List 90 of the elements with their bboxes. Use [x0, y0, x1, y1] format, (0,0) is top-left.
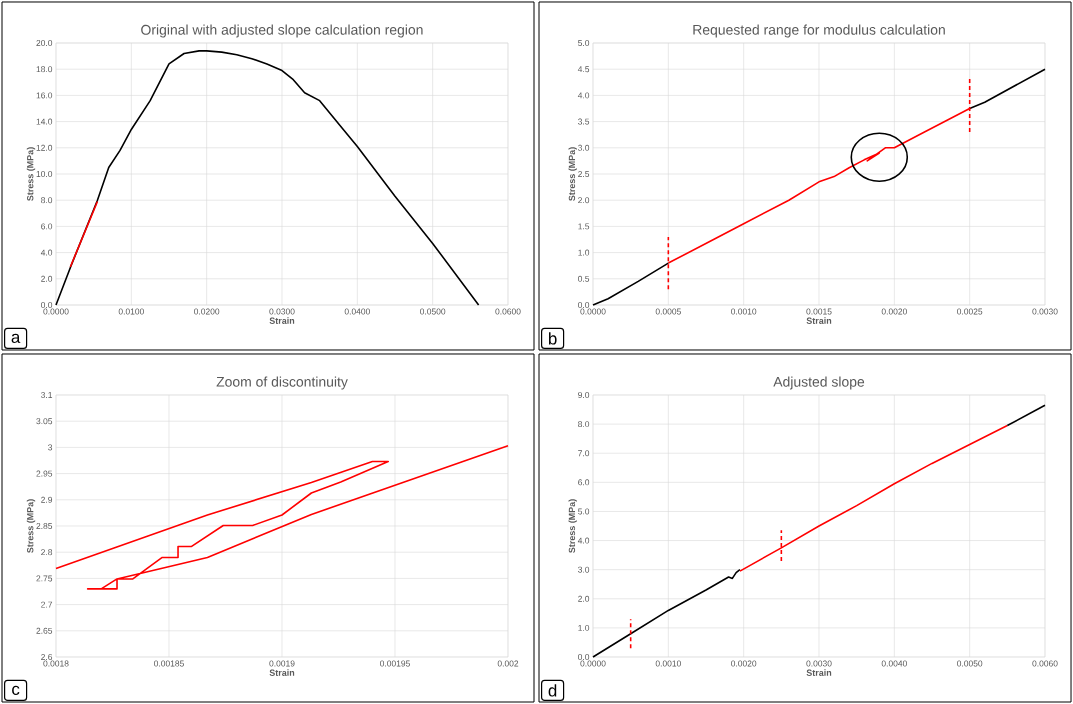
y-tick-label: 3.05 — [36, 418, 53, 425]
y-tick-label: 2.6 — [41, 654, 53, 660]
x-tick-label: 0.0400 — [344, 308, 370, 315]
x-tick-label: 0.0050 — [957, 660, 983, 667]
line-series — [592, 568, 741, 658]
y-tick-label: 2.85 — [36, 523, 53, 529]
x-tick-label: 0.0020 — [881, 308, 907, 315]
y-tick-label: 2.8 — [41, 549, 53, 556]
x-tick-label: 0.0300 — [269, 308, 295, 315]
y-tick-label: 2.75 — [36, 575, 53, 582]
x-tick-label: 0.0030 — [806, 660, 832, 667]
y-tick-label: 6.0 — [578, 479, 590, 486]
y-tick-label: 7.0 — [578, 450, 590, 457]
text: a — [11, 333, 21, 344]
y-tick-label: 0.0 — [41, 302, 53, 308]
y-axis-title: Stress (MPa) — [26, 147, 36, 201]
y-tick-label: 4.0 — [577, 92, 590, 99]
y-tick-label: 2.7 — [41, 601, 53, 608]
y-tick-label: 10.0 — [36, 171, 53, 177]
x-tick-label: 0.0019 — [269, 660, 295, 667]
y-tick-label: 3.1 — [41, 392, 53, 398]
y-tick-label: 2.5 — [578, 171, 590, 177]
y-tick-label: 3.0 — [578, 144, 590, 151]
x-tick-label: 0.0015 — [806, 308, 832, 315]
line-series — [55, 50, 480, 306]
y-tick-label: 1.5 — [578, 223, 590, 230]
y-tick-label: 20.0 — [36, 40, 53, 46]
x-tick-label: 0.0000 — [43, 308, 69, 315]
text: b — [548, 332, 557, 345]
y-tick-label: 8.0 — [41, 197, 53, 204]
x-tick-label: 0.002 — [497, 660, 519, 667]
chart-title: Original with adjusted slope calculation region — [141, 24, 423, 38]
y-tick-label: 2.95 — [36, 470, 53, 477]
x-axis-title: Strain — [806, 669, 832, 676]
chart-title: Requested range for modulus calculation — [693, 24, 945, 38]
y-tick-label: 1.0 — [578, 249, 590, 256]
line-series — [739, 424, 1009, 572]
y-tick-label: 0.5 — [578, 275, 590, 282]
y-axis-title: Stress (MPa) — [568, 147, 577, 201]
y-axis-title: Stress (MPa) — [26, 499, 36, 553]
x-tick-label: 0.0005 — [655, 308, 681, 315]
y-tick-label: 5.0 — [578, 508, 590, 515]
x-tick-label: 0.0100 — [118, 308, 144, 315]
x-tick-label: 0.0020 — [731, 660, 757, 667]
y-tick-label: 1.0 — [578, 624, 590, 631]
x-tick-label: 0.0025 — [957, 308, 983, 315]
line-series — [55, 445, 509, 590]
x-tick-label: 0.0010 — [731, 308, 757, 315]
y-tick-label: 4.0 — [577, 537, 590, 544]
x-tick-label: 0.00185 — [154, 660, 184, 667]
y-tick-label: 14.0 — [36, 118, 53, 125]
x-tick-label: 0.00195 — [380, 660, 410, 667]
x-tick-label: 0.0600 — [495, 308, 521, 315]
y-tick-label: 3 — [48, 444, 53, 451]
y-tick-label: 2.9 — [41, 496, 53, 503]
x-axis-title: Strain — [269, 317, 295, 324]
y-tick-label: 3.5 — [578, 118, 590, 125]
y-tick-label: 18.0 — [36, 66, 53, 73]
y-tick-label: 8.0 — [578, 421, 590, 428]
chart-title: Adjusted slope — [773, 376, 865, 390]
x-tick-label: 0.0060 — [1032, 660, 1058, 667]
x-tick-label: 0.0500 — [420, 308, 446, 315]
y-tick-label: 0.0 — [578, 654, 590, 660]
y-tick-label: 5.0 — [578, 40, 590, 46]
y-tick-label: 2.0 — [578, 197, 590, 204]
x-tick-label: 0.0000 — [580, 660, 606, 667]
y-tick-label: 4.0 — [40, 249, 53, 256]
x-axis-title: Strain — [269, 669, 295, 676]
x-tick-label: 0.0030 — [1032, 308, 1058, 315]
y-tick-label: 6.0 — [41, 223, 53, 230]
x-axis-title: Strain — [806, 317, 832, 324]
y-tick-label: 12.0 — [36, 144, 53, 151]
x-tick-label: 0.0000 — [580, 308, 606, 315]
x-tick-label: 0.0018 — [43, 660, 69, 667]
y-tick-label: 9.0 — [578, 392, 590, 398]
line-series — [592, 262, 670, 306]
y-tick-label: 2.0 — [41, 275, 53, 282]
y-axis-title: Stress (MPa) — [568, 499, 577, 553]
y-tick-label: 2.0 — [578, 595, 590, 602]
y-tick-label: 4.5 — [577, 66, 590, 73]
y-tick-label: 2.65 — [36, 627, 53, 634]
y-tick-label: 16.0 — [36, 92, 53, 99]
x-tick-label: 0.0200 — [194, 308, 220, 315]
chart-title: Zoom of discontinuity — [216, 376, 348, 390]
x-tick-label: 0.0040 — [881, 660, 907, 667]
text: c — [12, 685, 20, 696]
x-tick-label: 0.0010 — [655, 660, 681, 667]
text: d — [548, 684, 557, 697]
y-tick-label: 3.0 — [578, 566, 590, 573]
y-tick-label: 0.0 — [578, 302, 590, 308]
